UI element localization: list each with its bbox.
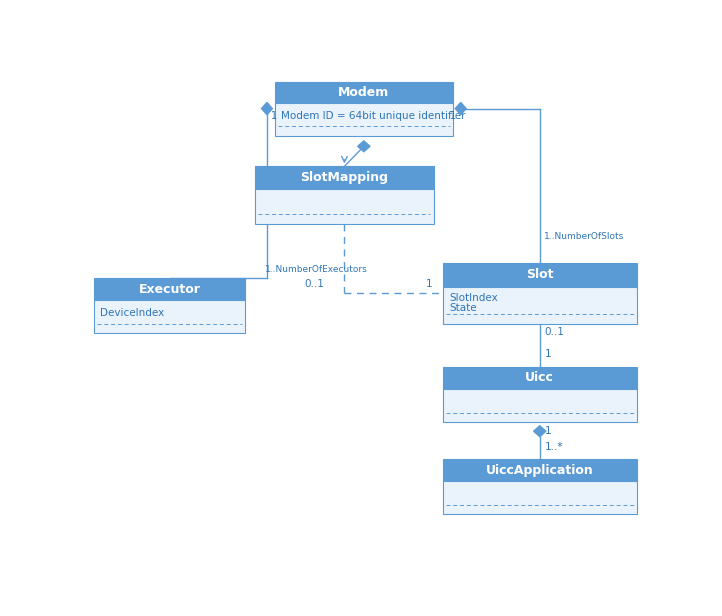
Bar: [443, 481, 637, 514]
Text: State: State: [449, 303, 477, 314]
Polygon shape: [261, 102, 272, 115]
Text: 1: 1: [426, 279, 432, 289]
Polygon shape: [534, 426, 546, 437]
Text: 1..NumberOfExecutors: 1..NumberOfExecutors: [266, 265, 368, 274]
Polygon shape: [456, 102, 466, 115]
Text: Executor: Executor: [139, 283, 201, 296]
Text: Modem ID = 64bit unique identifier: Modem ID = 64bit unique identifier: [281, 111, 466, 121]
Text: UiccApplication: UiccApplication: [486, 463, 593, 477]
Bar: [443, 389, 637, 422]
Bar: [256, 166, 434, 190]
Text: DeviceIndex: DeviceIndex: [100, 309, 165, 318]
Bar: [443, 367, 637, 389]
Bar: [256, 189, 434, 224]
Text: SlotMapping: SlotMapping: [300, 171, 388, 184]
Text: 0..1: 0..1: [544, 327, 565, 337]
Text: Modem: Modem: [338, 86, 389, 99]
Text: Uicc: Uicc: [526, 371, 554, 384]
Text: SlotIndex: SlotIndex: [449, 293, 498, 303]
Bar: [274, 103, 453, 136]
Text: 1..NumberOfSlots: 1..NumberOfSlots: [544, 232, 624, 241]
Bar: [443, 459, 637, 481]
Text: 1: 1: [450, 111, 456, 121]
Text: 1: 1: [271, 111, 277, 121]
Text: 1..*: 1..*: [544, 442, 563, 452]
Polygon shape: [357, 141, 370, 152]
Bar: [274, 81, 453, 103]
Text: 1: 1: [544, 426, 551, 436]
Bar: [94, 278, 245, 300]
Text: 1: 1: [544, 349, 551, 359]
Bar: [94, 300, 245, 333]
Text: 0..1: 0..1: [304, 279, 324, 289]
Bar: [443, 287, 637, 324]
Text: Slot: Slot: [526, 269, 554, 282]
Bar: [443, 262, 637, 287]
